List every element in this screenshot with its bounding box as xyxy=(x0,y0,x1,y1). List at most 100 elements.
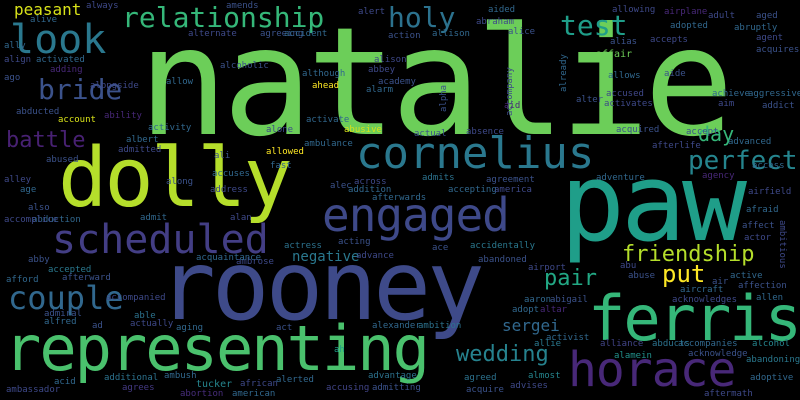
word: aide xyxy=(664,69,686,79)
word: accuses xyxy=(212,169,250,179)
word: alec xyxy=(330,181,352,191)
word: acquaintance xyxy=(196,253,262,263)
word: paw xyxy=(560,141,747,266)
word: accept xyxy=(686,127,719,137)
word: alfred xyxy=(44,317,77,327)
word: activist xyxy=(546,333,590,343)
word: alexander xyxy=(372,321,421,331)
word: abraham xyxy=(476,17,514,27)
word: absence xyxy=(466,127,504,137)
word: aid xyxy=(504,101,521,111)
word: admits xyxy=(422,173,455,183)
word: affect xyxy=(742,221,775,231)
word: acid xyxy=(54,377,76,387)
word: actual xyxy=(414,129,447,139)
word: alternate xyxy=(188,29,237,39)
word: age xyxy=(20,185,37,195)
word: accusing xyxy=(326,383,370,393)
word: alison xyxy=(374,55,407,65)
word: abandoned xyxy=(478,255,527,265)
word: alias xyxy=(610,37,638,47)
word: albert xyxy=(126,135,159,145)
word: test xyxy=(560,9,628,42)
word: ahead xyxy=(312,81,340,91)
word: academy xyxy=(378,77,416,87)
word: additional xyxy=(104,373,159,383)
word: american xyxy=(232,389,276,399)
word: accomplice xyxy=(4,215,59,225)
word: adopt xyxy=(512,305,540,315)
word: abduction xyxy=(32,215,81,225)
word: always xyxy=(86,1,119,11)
word: actor xyxy=(744,233,772,243)
word: alongside xyxy=(90,81,139,91)
word: aided xyxy=(488,5,516,15)
word: ali xyxy=(214,151,231,161)
word: achieve xyxy=(712,89,750,99)
word: ability xyxy=(104,111,142,121)
word: abuse xyxy=(628,271,656,281)
word: although xyxy=(302,69,346,79)
word: accident xyxy=(284,29,328,39)
word: allows xyxy=(608,71,641,81)
word: acquires xyxy=(756,45,800,55)
word: agent xyxy=(756,33,784,43)
word: adult xyxy=(708,11,736,21)
word: advanced xyxy=(728,137,772,147)
word: scheduled xyxy=(52,217,269,263)
word: alcohol xyxy=(752,339,790,349)
word: access xyxy=(752,161,785,171)
word: afterward xyxy=(62,273,111,283)
word: tucker xyxy=(196,379,233,390)
word: alamein xyxy=(614,351,652,361)
word: pair xyxy=(544,266,597,291)
word: ago xyxy=(4,73,21,83)
word: aim xyxy=(718,99,735,109)
word: admit xyxy=(140,213,168,223)
word: actually xyxy=(130,319,174,329)
word: america xyxy=(494,185,532,195)
word: cornelius xyxy=(356,128,595,179)
word: abbey xyxy=(368,65,396,75)
word: allow xyxy=(166,77,194,87)
word: able xyxy=(134,311,156,321)
word: almost xyxy=(528,371,561,381)
word: relationship xyxy=(122,1,325,34)
word: alive xyxy=(30,15,58,25)
word: activated xyxy=(36,55,85,65)
word: accepting xyxy=(448,185,497,195)
word: abusive xyxy=(344,125,382,135)
word: wedding xyxy=(456,342,549,367)
word: adopted xyxy=(670,21,708,31)
word: acknowledge xyxy=(688,349,748,359)
word: afterwards xyxy=(372,193,427,203)
word: also xyxy=(28,203,50,213)
word: allison xyxy=(432,29,470,39)
word: accompanied xyxy=(106,293,166,303)
word: align xyxy=(4,55,32,65)
word: account xyxy=(58,115,96,125)
word: already xyxy=(559,54,569,92)
word: afford xyxy=(6,275,39,285)
word: ambulance xyxy=(304,139,353,149)
word: affair xyxy=(596,49,633,60)
word: ambition xyxy=(418,321,462,331)
word: friendship xyxy=(622,242,755,267)
word: abby xyxy=(28,255,50,265)
word: advises xyxy=(510,381,548,391)
word: negative xyxy=(292,249,360,265)
word: adoptive xyxy=(750,373,794,383)
word: acknowledges xyxy=(672,295,738,305)
word: across xyxy=(354,177,387,187)
word: amends xyxy=(226,1,259,11)
word: couple xyxy=(8,279,124,317)
word: fast xyxy=(270,161,292,171)
word: agreed xyxy=(464,373,497,383)
word: abruptly xyxy=(734,23,778,33)
word: aircraft xyxy=(680,285,724,295)
word: alpha xyxy=(439,84,449,112)
word: agency xyxy=(702,171,735,181)
word: alice xyxy=(508,27,536,37)
word: afraid xyxy=(746,205,779,215)
word: abortion xyxy=(180,389,224,399)
